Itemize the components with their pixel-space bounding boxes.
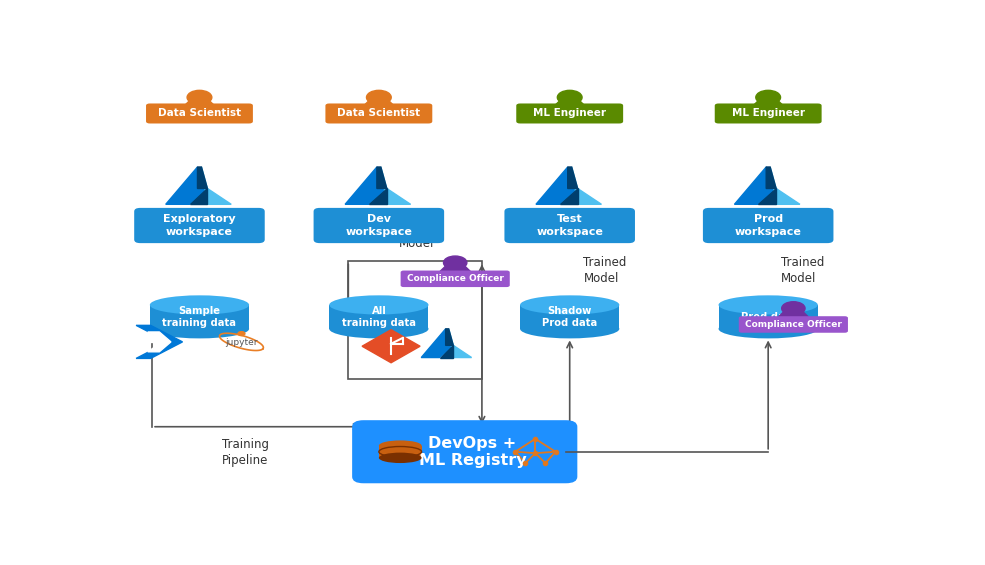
Circle shape	[187, 90, 212, 105]
Polygon shape	[422, 329, 453, 358]
FancyBboxPatch shape	[134, 208, 265, 243]
Bar	[329, 305, 428, 329]
Ellipse shape	[719, 319, 818, 338]
Text: Data Scientist: Data Scientist	[158, 108, 241, 119]
Polygon shape	[552, 100, 588, 108]
Ellipse shape	[150, 295, 249, 315]
Circle shape	[238, 332, 245, 336]
Polygon shape	[536, 167, 577, 205]
Text: Training
Pipeline: Training Pipeline	[222, 438, 269, 467]
Ellipse shape	[329, 319, 428, 338]
FancyBboxPatch shape	[739, 316, 848, 333]
FancyBboxPatch shape	[703, 208, 833, 243]
Circle shape	[755, 90, 780, 105]
Circle shape	[443, 256, 467, 270]
Text: Test
workspace: Test workspace	[536, 214, 603, 237]
Bar	[719, 305, 818, 329]
Polygon shape	[362, 330, 420, 363]
Text: Trained
Model: Trained Model	[583, 255, 626, 285]
Polygon shape	[766, 167, 776, 189]
Ellipse shape	[520, 319, 620, 338]
Text: Shadow
Prod data: Shadow Prod data	[542, 306, 597, 328]
Text: Compliance Officer: Compliance Officer	[745, 320, 842, 329]
FancyBboxPatch shape	[146, 103, 253, 124]
FancyBboxPatch shape	[353, 420, 577, 483]
Polygon shape	[181, 100, 218, 108]
Polygon shape	[165, 167, 208, 205]
Polygon shape	[571, 167, 602, 205]
Circle shape	[558, 90, 582, 105]
Text: jupyter: jupyter	[226, 338, 258, 347]
Text: ML Engineer: ML Engineer	[533, 108, 606, 119]
Ellipse shape	[379, 441, 422, 451]
Polygon shape	[361, 100, 397, 108]
Text: Training
Pipeline: Training Pipeline	[356, 301, 403, 331]
Polygon shape	[567, 167, 577, 189]
Polygon shape	[751, 100, 786, 108]
Polygon shape	[197, 167, 208, 189]
Polygon shape	[381, 167, 411, 205]
FancyBboxPatch shape	[313, 208, 444, 243]
Ellipse shape	[379, 453, 422, 463]
Text: Prod
workspace: Prod workspace	[735, 214, 802, 237]
Bar	[379, 446, 422, 458]
FancyBboxPatch shape	[325, 103, 432, 124]
Text: Prod data: Prod data	[741, 312, 796, 322]
Ellipse shape	[719, 295, 818, 315]
Bar	[349, 262, 482, 379]
Text: DevOps +
ML Registry: DevOps + ML Registry	[419, 436, 526, 468]
Text: Trained
Model: Trained Model	[395, 221, 438, 250]
Polygon shape	[439, 345, 453, 358]
Polygon shape	[189, 189, 208, 205]
Polygon shape	[449, 329, 472, 358]
FancyBboxPatch shape	[504, 208, 635, 243]
Polygon shape	[735, 167, 776, 205]
Text: Trained
Model: Trained Model	[781, 255, 824, 285]
Ellipse shape	[150, 319, 249, 338]
FancyBboxPatch shape	[401, 271, 510, 287]
Polygon shape	[369, 189, 387, 205]
Polygon shape	[758, 189, 776, 205]
Polygon shape	[559, 189, 577, 205]
Text: Exploratory
workspace: Exploratory workspace	[164, 214, 235, 237]
FancyBboxPatch shape	[715, 103, 821, 124]
Text: Dev
workspace: Dev workspace	[346, 214, 413, 237]
Polygon shape	[770, 167, 800, 205]
Polygon shape	[148, 332, 171, 352]
Text: Sample
training data: Sample training data	[163, 306, 236, 328]
Polygon shape	[202, 167, 231, 205]
Circle shape	[366, 90, 391, 105]
Polygon shape	[377, 167, 387, 189]
Circle shape	[782, 302, 805, 315]
Bar	[150, 305, 249, 329]
Ellipse shape	[520, 295, 620, 315]
Text: Data Scientist: Data Scientist	[337, 108, 421, 119]
Text: All
training data: All training data	[342, 306, 416, 328]
FancyBboxPatch shape	[516, 103, 624, 124]
Polygon shape	[438, 265, 472, 273]
Polygon shape	[345, 167, 387, 205]
Polygon shape	[776, 311, 811, 319]
Polygon shape	[445, 329, 453, 345]
Text: ML Engineer: ML Engineer	[732, 108, 805, 119]
Text: Compliance Officer: Compliance Officer	[407, 274, 503, 283]
Ellipse shape	[329, 295, 428, 315]
Polygon shape	[136, 325, 182, 358]
Bar	[520, 305, 620, 329]
